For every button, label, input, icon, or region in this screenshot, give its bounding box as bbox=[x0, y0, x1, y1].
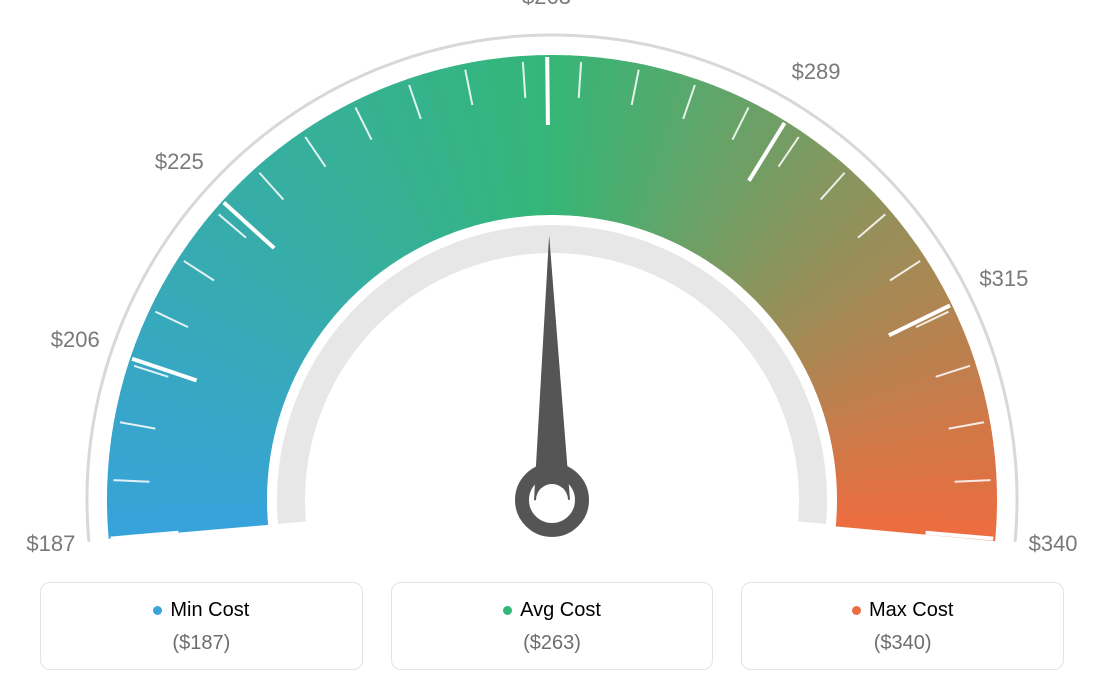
legend-title-avg-text: Avg Cost bbox=[520, 599, 601, 622]
gauge-tick-label: $206 bbox=[51, 327, 100, 353]
legend-title-avg: Avg Cost bbox=[503, 599, 601, 622]
legend-value-avg: ($263) bbox=[402, 632, 703, 655]
legend-row: Min Cost ($187) Avg Cost ($263) Max Cost… bbox=[40, 582, 1064, 670]
gauge-tick-label: $340 bbox=[1029, 531, 1078, 557]
gauge-chart-container: $187 $206 $225 $263 $289 $315 $340 Min Cost ($… bbox=[0, 0, 1104, 690]
legend-card-min: Min Cost ($187) bbox=[40, 582, 363, 670]
gauge-tick-label: $187 bbox=[26, 531, 75, 557]
gauge-tick-label: $263 bbox=[522, 0, 571, 10]
legend-dot-avg bbox=[503, 606, 512, 615]
legend-title-min-text: Min Cost bbox=[170, 599, 249, 622]
legend-card-avg: Avg Cost ($263) bbox=[391, 582, 714, 670]
gauge-tick-label: $225 bbox=[155, 149, 204, 175]
legend-value-max: ($340) bbox=[752, 632, 1053, 655]
legend-dot-max bbox=[852, 606, 861, 615]
gauge-tick-label: $315 bbox=[979, 266, 1028, 292]
legend-card-max: Max Cost ($340) bbox=[741, 582, 1064, 670]
legend-title-max-text: Max Cost bbox=[869, 599, 953, 622]
legend-dot-min bbox=[153, 606, 162, 615]
gauge-tick-label: $289 bbox=[792, 59, 841, 85]
legend-value-min: ($187) bbox=[51, 632, 352, 655]
legend-title-max: Max Cost bbox=[852, 599, 953, 622]
gauge-svg bbox=[0, 0, 1104, 560]
gauge-area: $187 $206 $225 $263 $289 $315 $340 bbox=[0, 0, 1104, 560]
legend-title-min: Min Cost bbox=[153, 599, 249, 622]
